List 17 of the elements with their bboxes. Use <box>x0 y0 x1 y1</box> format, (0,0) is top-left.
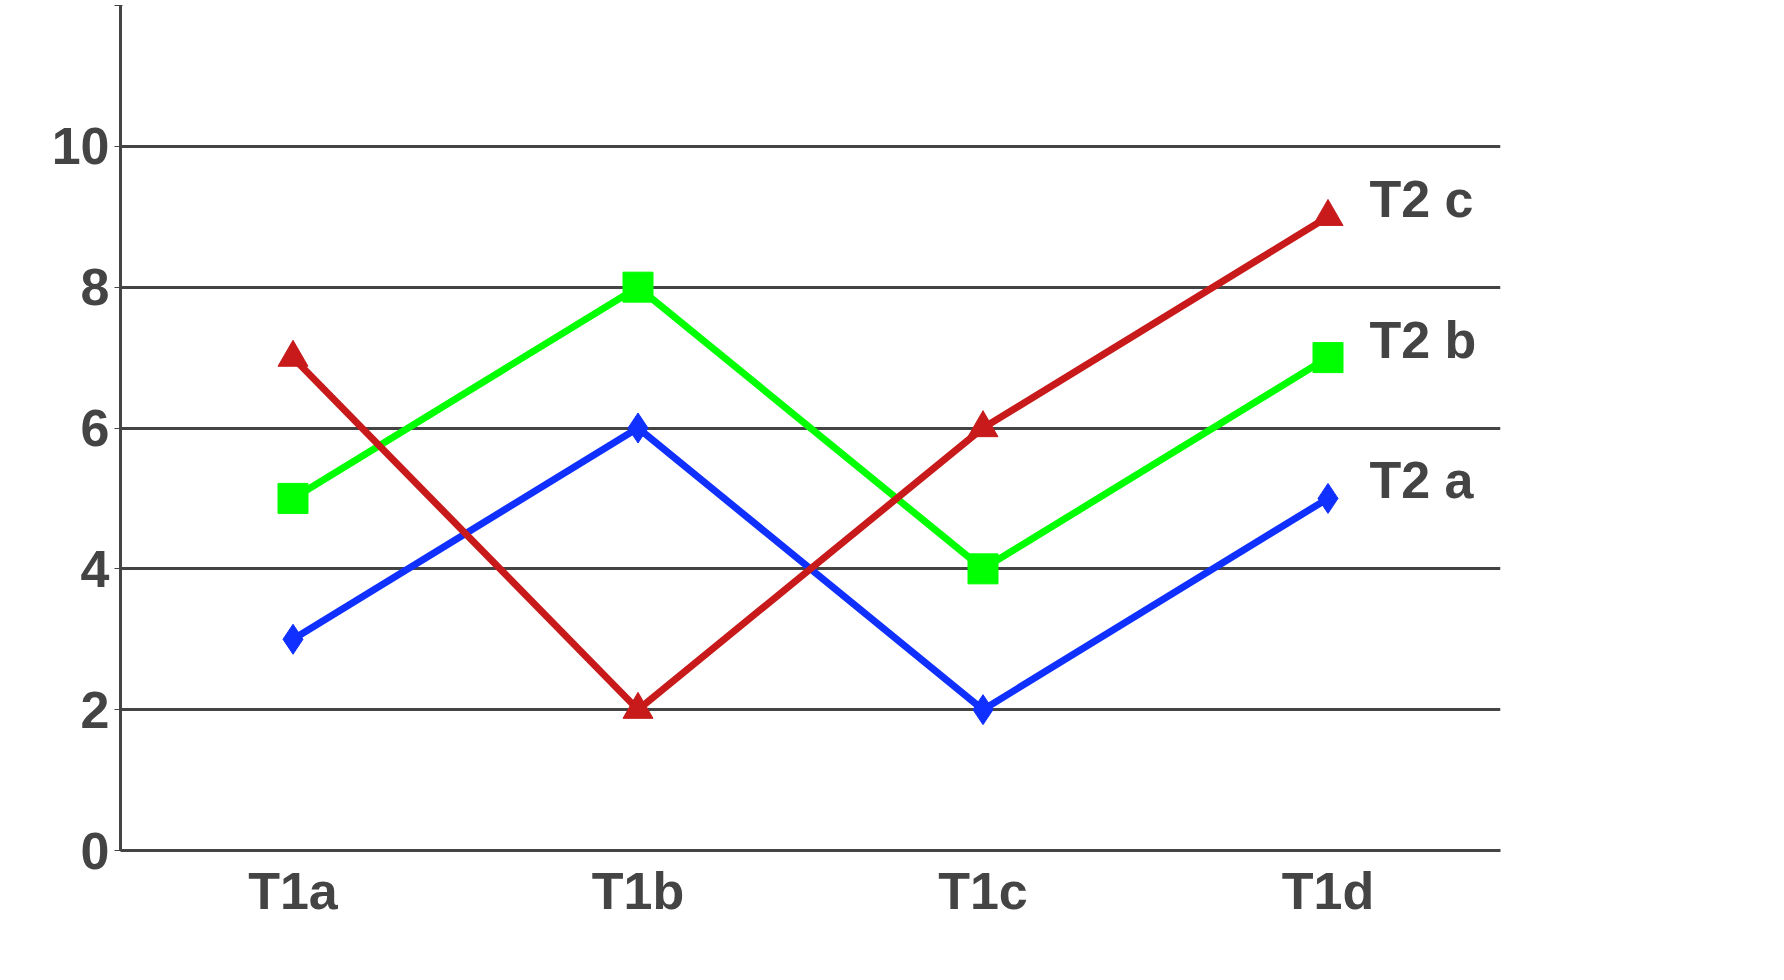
y-tick-label: 4 <box>80 539 110 598</box>
point <box>1312 342 1344 374</box>
y-tick-label: 0 <box>80 821 110 880</box>
x-tick-label: T1c <box>938 861 1028 920</box>
series-label: T2 b <box>1369 310 1477 369</box>
point <box>622 271 654 303</box>
series-label: T2 a <box>1369 451 1475 510</box>
y-tick-label: 2 <box>80 680 110 739</box>
point <box>967 553 999 585</box>
y-tick-label: 6 <box>80 399 110 457</box>
point <box>277 482 309 514</box>
series-label: T2 c <box>1369 169 1474 228</box>
x-tick-label: T1a <box>248 861 339 920</box>
y-tick-label: 8 <box>80 258 110 317</box>
x-tick-label: T1b <box>591 861 685 920</box>
x-tick-label: T1d <box>1281 861 1375 920</box>
y-tick-label: 10 <box>51 117 110 176</box>
